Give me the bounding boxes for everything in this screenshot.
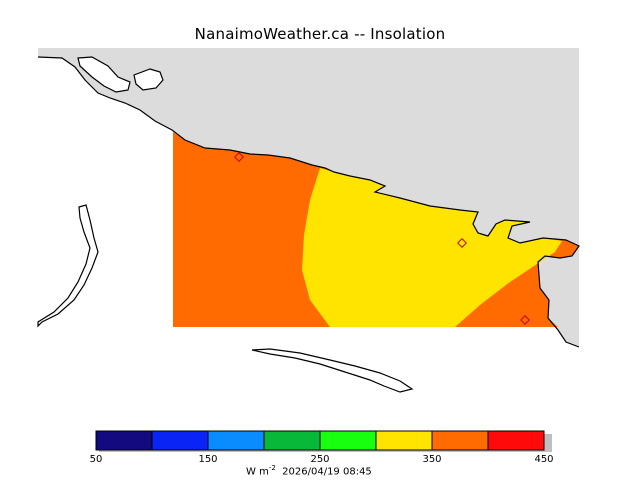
- legend-tick-label: 50: [89, 454, 103, 465]
- legend-tick-label: 350: [422, 454, 442, 465]
- legend-swatch: [95, 430, 153, 451]
- legend-swatch: [151, 430, 209, 451]
- station-marker-nw: [234, 152, 244, 162]
- legend-footer: W m-2 2026/04/19 08:45: [246, 464, 372, 477]
- yellow-zone: [302, 168, 562, 327]
- legend-tick-label: 150: [198, 454, 218, 465]
- legend-swatch: [207, 430, 265, 451]
- chart-title: NanaimoWeather.ca -- Insolation: [194, 25, 446, 43]
- legend-colorbar: [95, 430, 552, 452]
- unit-exponent: -2: [268, 464, 276, 472]
- island-south: [251, 348, 414, 393]
- legend-swatch: [319, 430, 377, 451]
- legend-tick-label: 250: [310, 454, 330, 465]
- legend-swatch: [487, 430, 545, 451]
- unit-label: W m: [246, 466, 269, 478]
- legend-swatch: [431, 430, 489, 451]
- island-west: [37, 204, 99, 328]
- island-north: [77, 56, 131, 93]
- station-marker-se: [520, 315, 530, 325]
- station-marker-central: [457, 238, 467, 248]
- coastline: [37, 56, 580, 348]
- legend-tick-label: 450: [534, 454, 554, 465]
- legend-swatch: [375, 430, 433, 451]
- timestamp: 2026/04/19 08:45: [282, 466, 372, 478]
- legend-swatch: [263, 430, 321, 451]
- mainland-land: [38, 48, 579, 347]
- island-northeast: [133, 68, 164, 91]
